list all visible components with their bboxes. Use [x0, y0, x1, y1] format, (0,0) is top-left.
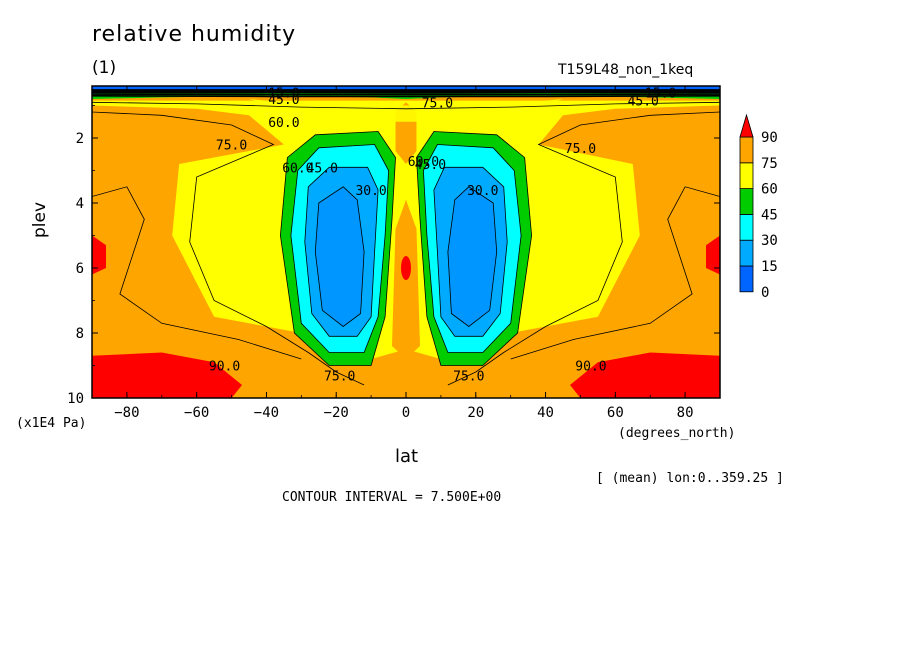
colorbar-box-0: [739, 265, 754, 293]
contour-label: 90.0: [575, 360, 606, 375]
contour-label: 45.0: [628, 95, 659, 110]
contour-labels: 75.0 75.075.060.060.045.030.0 30.060.045.0…: [209, 87, 676, 385]
x-tick-label: 40: [537, 405, 554, 421]
contour-fill-group: [92, 86, 720, 398]
contour-line-0: [92, 111, 365, 386]
x-tick-label: −20: [324, 405, 349, 421]
contour-label: 15.0: [645, 87, 676, 102]
colorbar-label: 90: [761, 130, 778, 146]
colorbar-box-15: [739, 239, 754, 267]
contour-label: 45.0: [415, 158, 446, 173]
y-axis-unit: (x1E4 Pa): [16, 416, 87, 431]
x-tick-label: 80: [677, 405, 694, 421]
contour-label: 75.0: [453, 369, 484, 384]
y-tick-label: 6: [76, 261, 84, 277]
field-90-south: [92, 352, 242, 398]
colorbar-label: 30: [761, 233, 778, 249]
x-tick-label: −80: [114, 405, 139, 421]
contour-label: 30.0: [467, 184, 498, 199]
colorbar: 0 15 30 45 60 75 90: [739, 113, 778, 301]
y-tick-label: 2: [76, 131, 84, 147]
chart-title: relative humidity: [92, 22, 297, 47]
colorbar-box-60: [739, 162, 754, 190]
contour-label: 75.0: [216, 139, 247, 154]
contour-label: 90.0: [209, 360, 240, 375]
contour-label: 45.0: [307, 161, 338, 176]
contour-label: 60.0: [282, 161, 313, 176]
colorbar-label: 60: [761, 182, 778, 198]
contour-line-2: [92, 101, 720, 110]
field-90-west-edge: [92, 235, 106, 275]
y-tick-label: 8: [76, 326, 84, 342]
field-90-east-edge: [706, 235, 720, 275]
contour-line-8: [92, 186, 302, 360]
contour-line-9: [510, 186, 720, 360]
field-top-60-75: [249, 99, 563, 122]
colorbar-label: 75: [761, 156, 778, 172]
contour-line-1: [447, 111, 720, 386]
dry-core-south-band-3: [314, 186, 365, 328]
x-tick-label: −60: [184, 405, 209, 421]
x-tick-label: 20: [467, 405, 484, 421]
contour-label: 45.0: [268, 93, 299, 108]
contour-label: 15.0: [268, 87, 299, 102]
x-tick-label: 60: [607, 405, 624, 421]
colorbar-label: 15: [761, 259, 778, 275]
colorbar-triangle-90: [739, 113, 754, 138]
contour-label: 75.0: [324, 369, 355, 384]
contour-label: 60.0: [268, 116, 299, 131]
y-tick-label: 4: [76, 196, 84, 212]
colorbar-box-30: [739, 213, 754, 241]
colorbar-box-45: [739, 188, 754, 215]
colorbar-box-75: [739, 136, 754, 164]
field-90-north: [570, 352, 720, 398]
axes: −80 −60 −40 −20 0 20 40 60 80 2 4 6 8 10: [67, 86, 721, 421]
contour-label: 30.0: [355, 184, 386, 199]
mean-note: [ (mean) lon:0..359.25 ]: [596, 471, 784, 486]
contour-interval: CONTOUR INTERVAL = 7.500E+00: [282, 490, 502, 505]
colorbar-label: 45: [761, 207, 778, 223]
colorbar-label: 0: [761, 285, 769, 301]
contour-line-3: [92, 95, 720, 98]
y-tick-label: 10: [67, 391, 84, 407]
chart-subtitle: (1): [92, 58, 117, 78]
run-name: T159L48_non_1keq: [558, 62, 694, 78]
x-axis-unit: (degrees_north): [618, 426, 736, 441]
x-tick-label: 0: [402, 405, 410, 421]
x-tick-label: −40: [254, 405, 279, 421]
contour-label: 75.0: [565, 142, 596, 157]
contour-label: 75.0: [422, 96, 453, 111]
dry-core-north-band-3: [447, 186, 498, 328]
equatorial-max: [401, 256, 411, 280]
x-axis-label: lat: [395, 446, 419, 467]
contour-label: 60.0: [408, 155, 439, 170]
